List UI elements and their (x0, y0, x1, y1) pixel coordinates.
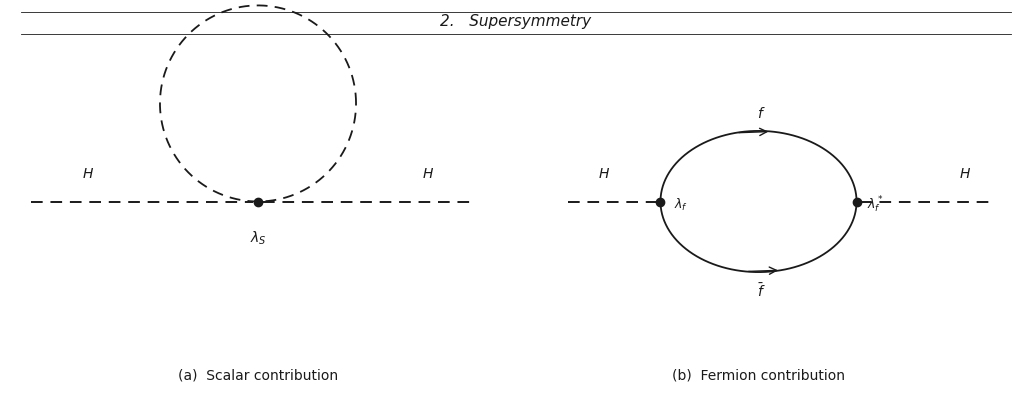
Text: (b)  Fermion contribution: (b) Fermion contribution (672, 369, 845, 383)
Text: $\bar{f}$: $\bar{f}$ (757, 282, 766, 300)
Text: $H$: $H$ (422, 167, 434, 181)
Text: $\lambda_f$: $\lambda_f$ (674, 197, 688, 213)
Text: $H$: $H$ (598, 167, 610, 181)
Text: $\lambda_f^*$: $\lambda_f^*$ (867, 195, 883, 215)
Text: $H$: $H$ (959, 167, 971, 181)
Text: 2.   Supersymmetry: 2. Supersymmetry (441, 14, 591, 29)
Text: $\lambda_S$: $\lambda_S$ (250, 230, 266, 247)
Text: (a)  Scalar contribution: (a) Scalar contribution (178, 369, 338, 383)
Text: $f$: $f$ (757, 106, 766, 121)
Text: $H$: $H$ (82, 167, 94, 181)
